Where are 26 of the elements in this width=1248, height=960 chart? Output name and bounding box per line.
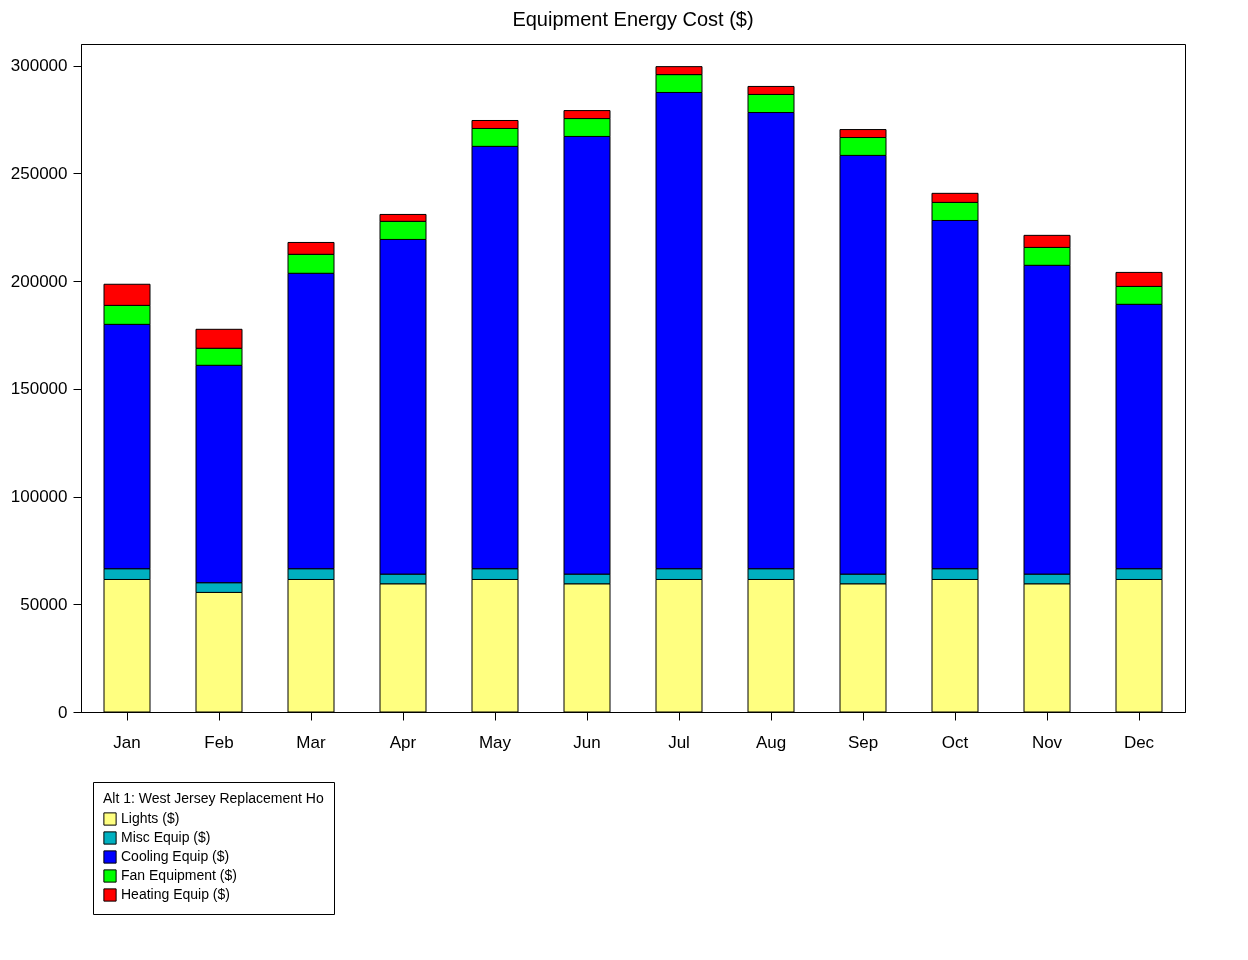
x-tick-label: Jun bbox=[573, 732, 601, 752]
legend-label: Lights ($) bbox=[121, 810, 180, 826]
x-tick-label: Sep bbox=[847, 732, 879, 752]
x-tick-label: May bbox=[478, 732, 512, 752]
legend-title: Alt 1: West Jersey Replacement Ho bbox=[103, 790, 324, 806]
y-tick-label: 50000 bbox=[20, 594, 68, 614]
x-tick-label: Feb bbox=[204, 732, 234, 752]
x-tick-label: Aug bbox=[755, 732, 787, 752]
x-tick-label: Jul bbox=[668, 732, 690, 752]
y-tick-label: 150000 bbox=[10, 379, 68, 399]
legend-label: Heating Equip ($) bbox=[121, 886, 230, 902]
x-tick-label: Jan bbox=[113, 732, 141, 752]
legend-label: Misc Equip ($) bbox=[121, 829, 211, 845]
x-tick-label: Dec bbox=[1123, 732, 1155, 752]
x-tick-label: Oct bbox=[941, 732, 969, 752]
chart-title: Equipment Energy Cost ($) bbox=[512, 8, 754, 30]
y-tick-label: 250000 bbox=[10, 163, 68, 183]
y-tick-label: 300000 bbox=[10, 56, 68, 76]
y-tick-label: 100000 bbox=[10, 487, 68, 507]
y-tick-label: 200000 bbox=[10, 271, 68, 291]
legend-label: Cooling Equip ($) bbox=[121, 848, 230, 864]
x-tick-label: Nov bbox=[1031, 732, 1063, 752]
x-tick-label: Apr bbox=[389, 732, 417, 752]
legend-label: Fan Equipment ($) bbox=[121, 867, 237, 883]
x-tick-label: Mar bbox=[296, 732, 326, 752]
y-tick-label: 0 bbox=[58, 702, 68, 722]
